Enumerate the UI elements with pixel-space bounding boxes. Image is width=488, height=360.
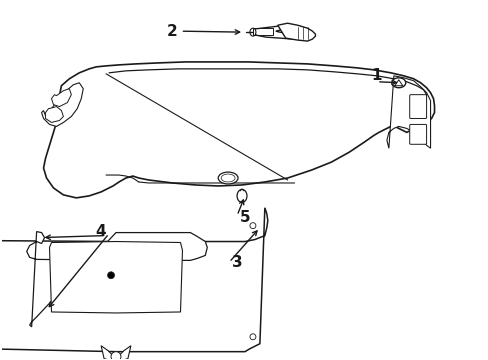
Ellipse shape [391, 78, 405, 88]
Circle shape [107, 272, 114, 279]
Polygon shape [386, 76, 429, 148]
Polygon shape [101, 346, 131, 360]
Polygon shape [0, 208, 267, 352]
Ellipse shape [249, 28, 255, 36]
Ellipse shape [237, 189, 246, 202]
Circle shape [249, 334, 255, 340]
FancyBboxPatch shape [409, 125, 426, 144]
Ellipse shape [221, 174, 235, 182]
Polygon shape [45, 107, 63, 122]
Polygon shape [49, 242, 182, 313]
Polygon shape [27, 231, 207, 327]
Ellipse shape [218, 172, 238, 184]
Polygon shape [252, 25, 309, 39]
Polygon shape [41, 83, 83, 126]
Text: 3: 3 [231, 255, 242, 270]
FancyBboxPatch shape [409, 95, 426, 118]
Text: 2: 2 [167, 24, 178, 39]
Text: 5: 5 [239, 210, 250, 225]
Circle shape [111, 352, 121, 360]
Polygon shape [43, 62, 434, 198]
Text: 1: 1 [371, 68, 382, 83]
Circle shape [249, 223, 255, 229]
Polygon shape [277, 23, 315, 41]
Text: 4: 4 [96, 224, 106, 239]
Polygon shape [51, 89, 71, 107]
